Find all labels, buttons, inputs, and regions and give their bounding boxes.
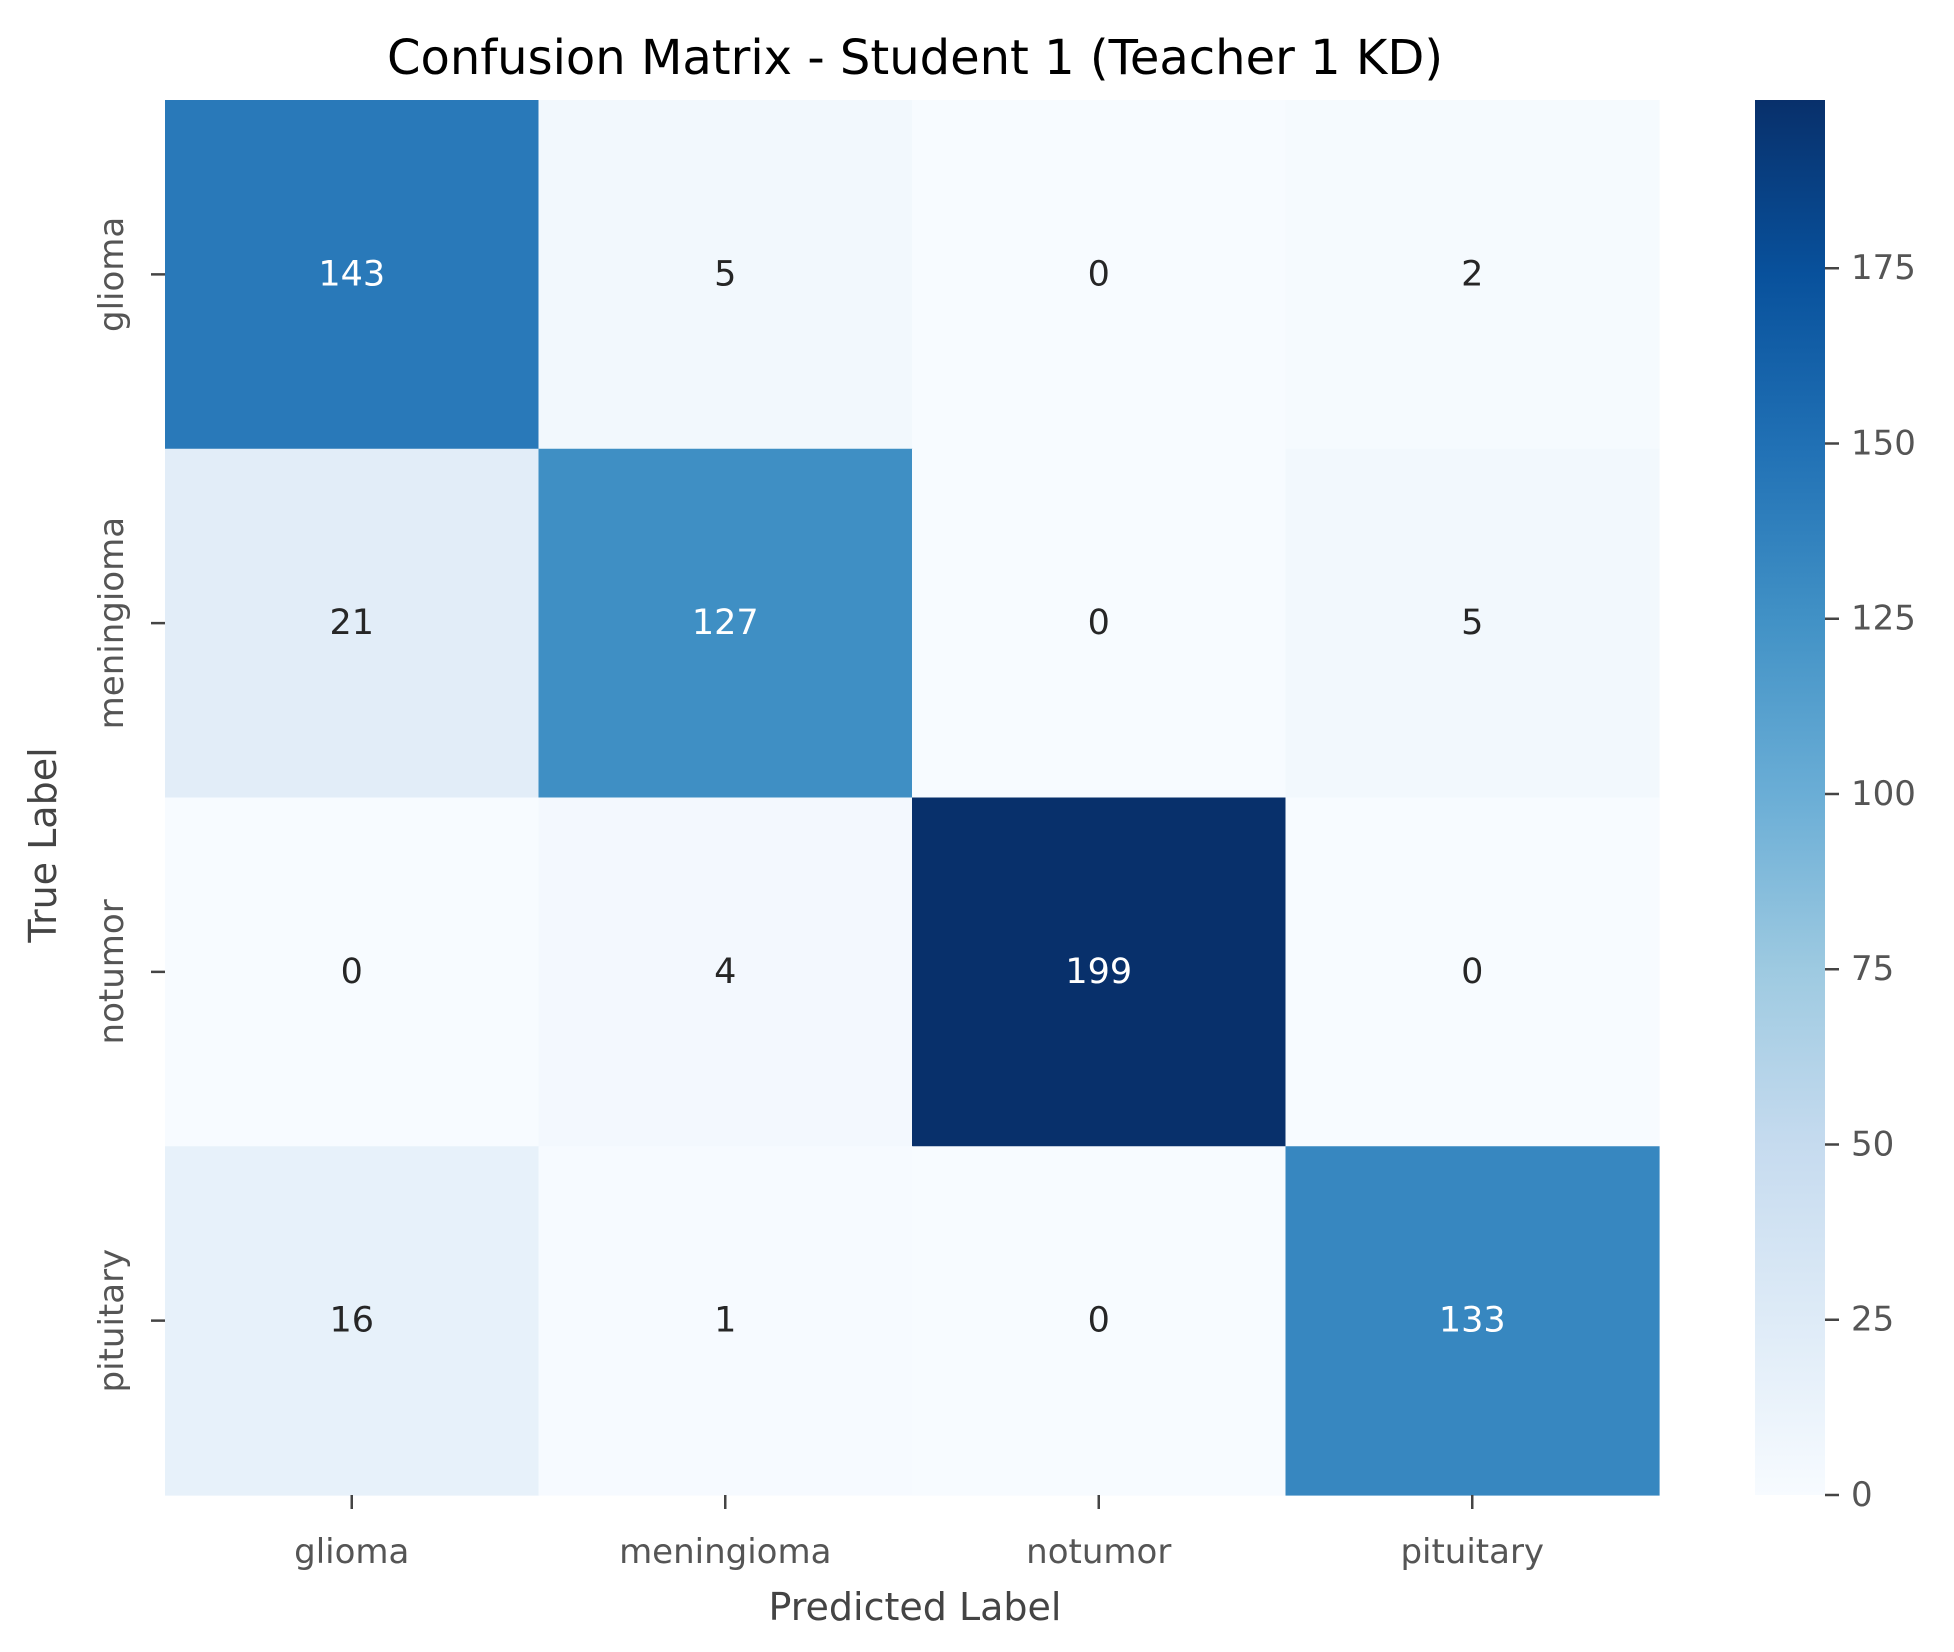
cell-value-label: 0 [1088, 254, 1110, 294]
cell-value-label: 0 [1088, 1301, 1110, 1341]
colorbar-tick-label: 125 [1851, 599, 1916, 639]
cell-value-label: 5 [1461, 603, 1483, 643]
cell-value-label: 16 [329, 1301, 374, 1341]
x-axis-label: Predicted Label [769, 1585, 1062, 1629]
x-tick-label-notumor: notumor [1026, 1532, 1171, 1572]
y-axis: glioma meningioma notumor pituitary [92, 217, 165, 1393]
colorbar: 0 25 50 75 100 125 150 175 [1755, 100, 1916, 1515]
heatmap-cell-glioma-pituitary [1285, 100, 1660, 450]
cell-value-label: 5 [714, 254, 736, 294]
heatmap-cell-pituitary-pituitary [1285, 1146, 1660, 1496]
chart-title: Confusion Matrix - Student 1 (Teacher 1 … [387, 30, 1443, 86]
heatmap-cell-glioma-notumor [912, 100, 1287, 450]
cell-value-label: 0 [341, 952, 363, 992]
heatmap-cell-meningioma-glioma [165, 448, 540, 799]
cell-value-label: 127 [692, 603, 759, 643]
heatmap-cell-pituitary-notumor [912, 1146, 1287, 1496]
y-axis-label: True Label [21, 747, 65, 943]
x-tick-label-meningioma: meningioma [619, 1532, 831, 1572]
heatmap-cell-notumor-meningioma [538, 797, 913, 1147]
cell-value-label: 133 [1439, 1301, 1506, 1341]
heatmap-cell-meningioma-pituitary [1285, 448, 1660, 799]
heatmap-cell-meningioma-notumor [912, 448, 1287, 799]
cell-value-label: 199 [1065, 952, 1132, 992]
cell-value-label: 2 [1461, 254, 1483, 294]
cell-value-label: 21 [329, 603, 374, 643]
heatmap-cell-notumor-pituitary [1285, 797, 1660, 1147]
heatmap-annotations: 143 5 0 2 21 127 0 5 0 4 199 0 16 1 0 133 [318, 254, 1505, 1340]
heatmap-cell-pituitary-glioma [165, 1146, 540, 1496]
y-tick-label-notumor: notumor [92, 899, 132, 1044]
heatmap-cell-meningioma-meningioma [538, 448, 913, 799]
heatmap-cell-notumor-notumor [912, 797, 1287, 1147]
heatmap-cell-glioma-glioma [165, 100, 540, 450]
colorbar-tick-label: 0 [1851, 1475, 1873, 1515]
colorbar-gradient [1755, 100, 1825, 1495]
cell-value-label: 1 [714, 1301, 736, 1341]
colorbar-tick-label: 100 [1851, 774, 1916, 814]
heatmap-grid [165, 100, 1660, 1496]
colorbar-tick-label: 25 [1851, 1300, 1894, 1340]
cell-value-label: 4 [714, 952, 736, 992]
colorbar-tick-label: 50 [1851, 1124, 1894, 1164]
y-tick-label-meningioma: meningioma [92, 517, 132, 729]
colorbar-ticks: 0 25 50 75 100 125 150 175 [1825, 248, 1916, 1515]
colorbar-tick-label: 175 [1851, 248, 1916, 288]
x-tick-label-glioma: glioma [294, 1532, 409, 1572]
y-tick-label-pituitary: pituitary [92, 1249, 132, 1393]
colorbar-tick-label: 150 [1851, 423, 1916, 463]
cell-value-label: 143 [318, 254, 385, 294]
x-tick-label-pituitary: pituitary [1400, 1532, 1544, 1572]
heatmap-cell-pituitary-meningioma [538, 1146, 913, 1496]
heatmap-cell-notumor-glioma [165, 797, 540, 1147]
cell-value-label: 0 [1461, 952, 1483, 992]
x-axis: glioma meningioma notumor pituitary [294, 1495, 1544, 1572]
y-tick-label-glioma: glioma [92, 217, 132, 332]
colorbar-tick-label: 75 [1851, 949, 1894, 989]
heatmap-cell-glioma-meningioma [538, 100, 913, 450]
cell-value-label: 0 [1088, 603, 1110, 643]
